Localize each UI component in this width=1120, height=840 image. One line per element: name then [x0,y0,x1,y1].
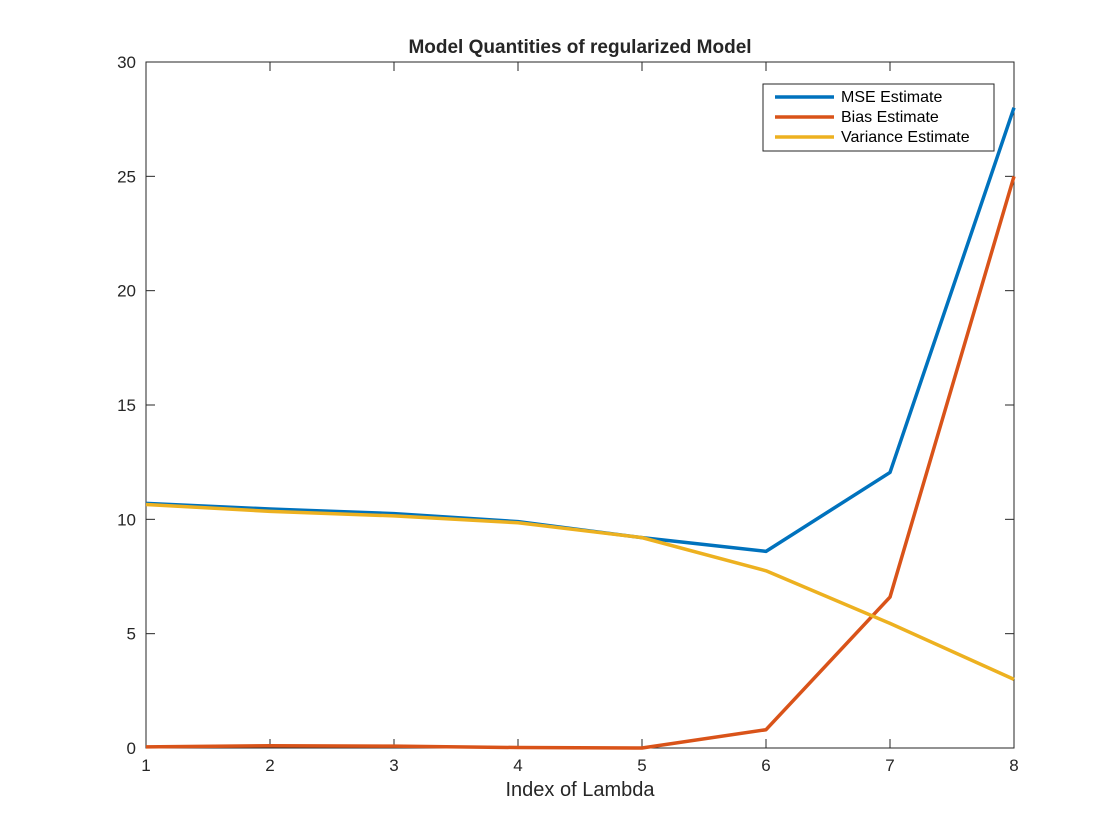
y-tick-label: 25 [117,167,136,186]
x-tick-label: 2 [265,756,274,775]
legend-label: Bias Estimate [841,109,939,126]
y-tick-label: 30 [117,53,136,72]
x-tick-label: 1 [141,756,150,775]
x-tick-label: 6 [761,756,770,775]
plot-area [145,61,1015,749]
legend: MSE Estimate Bias Estimate Variance Estima… [762,83,995,152]
series-lines [145,107,1016,750]
x-tick-label: 7 [885,756,894,775]
series-line-bias-estimate [145,175,1016,750]
legend-label: MSE Estimate [841,89,942,106]
x-tick-label: 3 [389,756,398,775]
y-tick-label: 10 [117,510,136,529]
x-tick-label: 4 [513,756,522,775]
x-axis-label: Index of Lambda [506,779,656,801]
y-tick-label: 5 [127,625,136,644]
y-tick-labels: 0 5 10 15 20 25 30 [117,53,136,758]
y-tick-label: 15 [117,396,136,415]
legend-items: MSE Estimate Bias Estimate Variance Estima… [775,89,970,146]
series-line-variance-estimate [145,502,1015,681]
chart-title: Model Quantities of regularized Model [408,37,751,58]
y-tick-label: 0 [127,739,136,758]
legend-label: Variance Estimate [841,129,970,146]
x-tick-label: 8 [1009,756,1018,775]
x-tick-labels: 1 2 3 4 5 6 7 8 [141,756,1018,775]
y-tick-label: 20 [117,282,136,301]
x-tick-label: 5 [637,756,646,775]
